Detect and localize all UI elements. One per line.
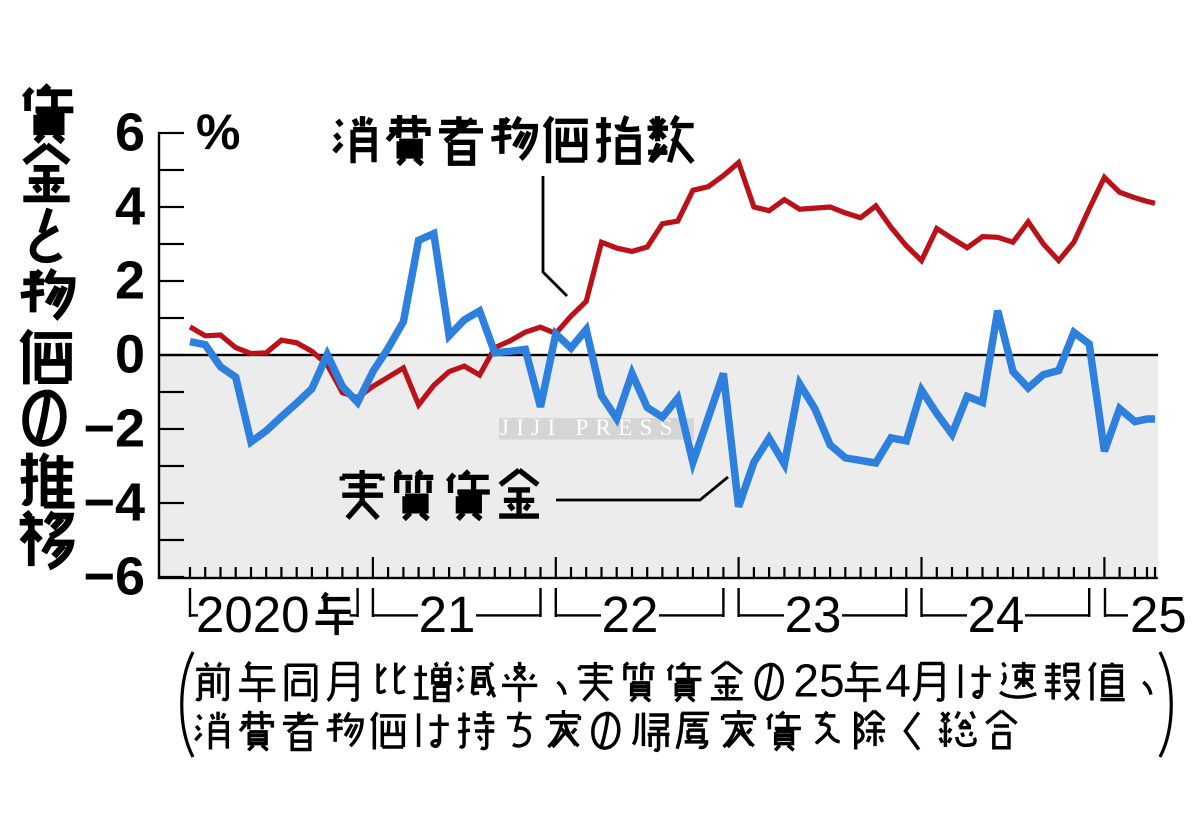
- svg-text:2020: 2020: [196, 586, 309, 643]
- svg-text:25: 25: [793, 655, 844, 707]
- svg-text:22: 22: [602, 586, 659, 643]
- svg-text:25: 25: [1130, 586, 1187, 643]
- svg-text:−6: −6: [83, 547, 145, 607]
- svg-text:0: 0: [115, 325, 145, 385]
- svg-text:JIJI PRESS: JIJI PRESS: [500, 415, 680, 440]
- svg-text:−2: −2: [83, 399, 145, 459]
- svg-text:2: 2: [115, 251, 145, 311]
- svg-text:4: 4: [885, 655, 911, 707]
- svg-text:4: 4: [115, 177, 145, 237]
- svg-text:21: 21: [419, 586, 476, 643]
- svg-text:24: 24: [968, 586, 1025, 643]
- svg-text:6: 6: [115, 103, 145, 163]
- svg-text:23: 23: [785, 586, 842, 643]
- svg-text:%: %: [196, 104, 240, 160]
- svg-text:−4: −4: [83, 473, 145, 533]
